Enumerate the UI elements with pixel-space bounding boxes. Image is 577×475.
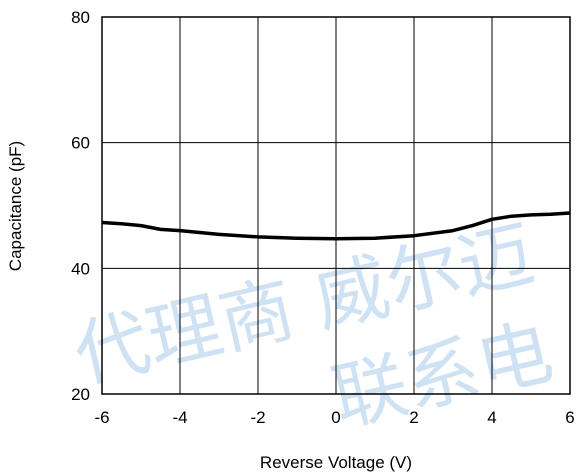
x-tick-label: 0: [331, 408, 340, 427]
x-tick-label: 4: [487, 408, 496, 427]
grid-lines: [102, 17, 570, 394]
y-tick-label: 60: [71, 134, 90, 153]
x-tick-label: 2: [409, 408, 418, 427]
plot-frame: [101, 16, 571, 395]
x-axis-title: Reverse Voltage (V): [260, 453, 412, 472]
tick-labels: -6 -4 -2 0 2 4 6 20 40 60 80: [71, 8, 575, 427]
y-tick-label: 40: [71, 259, 90, 278]
x-tick-label: 6: [565, 408, 574, 427]
series-line: [101, 211, 571, 241]
y-axis-title: Capacitance (pF): [6, 141, 25, 271]
x-tick-label: -4: [172, 408, 187, 427]
y-tick-label: 80: [71, 8, 90, 27]
x-tick-label: -2: [250, 408, 265, 427]
series-layer: [101, 211, 571, 241]
y-tick-label: 20: [71, 385, 90, 404]
x-tick-label: -6: [94, 408, 109, 427]
